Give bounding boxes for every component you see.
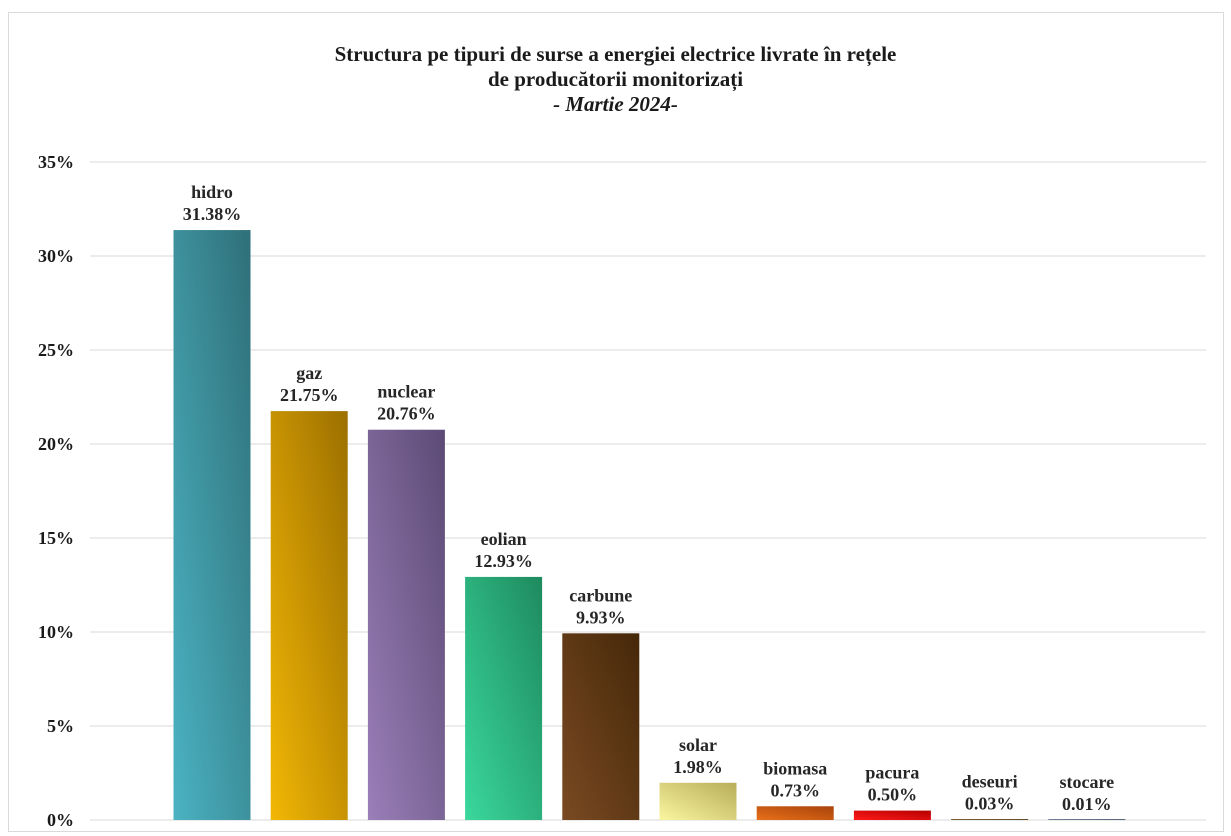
y-tick-label: 5% — [47, 716, 74, 736]
category-label-biomasa: biomasa — [763, 758, 827, 778]
y-tick-label: 0% — [47, 810, 74, 830]
value-label-hidro: 31.38% — [183, 204, 242, 224]
value-label-eolian: 12.93% — [474, 551, 533, 571]
category-label-carbune: carbune — [569, 585, 632, 605]
bar-carbune — [562, 633, 640, 820]
chart-title-line-2: de producătorii monitorizați — [487, 67, 744, 91]
bar-stocare — [1048, 819, 1126, 820]
chart-title: Structura pe tipuri de surse a energiei … — [0, 42, 1231, 117]
bar-pacura — [853, 810, 931, 820]
bar-biomasa — [756, 806, 834, 820]
bar-eolian — [465, 576, 543, 820]
y-axis: 0% 5% 10% 15% 20% 25% 30% 35% — [38, 152, 74, 830]
bar-gaz — [270, 411, 348, 820]
category-label-deseuri: deseuri — [962, 771, 1018, 791]
value-label-solar: 1.98% — [673, 757, 723, 777]
value-label-stocare: 0.01% — [1062, 794, 1112, 814]
value-label-gaz: 21.75% — [280, 385, 339, 405]
value-label-pacura: 0.50% — [868, 785, 918, 805]
bars — [173, 230, 1126, 820]
y-tick-label: 30% — [38, 246, 74, 266]
category-label-pacura: pacura — [865, 763, 919, 783]
value-label-biomasa: 0.73% — [770, 780, 820, 800]
category-label-solar: solar — [679, 735, 717, 755]
bar-nuclear — [367, 429, 445, 820]
chart-title-line-3: - Martie 2024- — [553, 92, 678, 116]
category-label-eolian: eolian — [481, 529, 527, 549]
bar-hidro — [173, 230, 251, 820]
bar-solar — [659, 782, 737, 820]
bar-deseuri — [951, 819, 1029, 820]
category-label-hidro: hidro — [191, 182, 233, 202]
value-label-nuclear: 20.76% — [377, 404, 436, 424]
category-label-stocare: stocare — [1059, 772, 1114, 792]
category-label-gaz: gaz — [296, 363, 322, 383]
y-tick-label: 15% — [38, 528, 74, 548]
y-tick-label: 35% — [38, 152, 74, 172]
value-label-deseuri: 0.03% — [965, 793, 1015, 813]
y-tick-label: 25% — [38, 340, 74, 360]
chart-title-line-1: Structura pe tipuri de surse a energiei … — [334, 42, 897, 66]
gridlines — [90, 161, 1206, 821]
value-label-carbune: 9.93% — [576, 607, 626, 627]
category-label-nuclear: nuclear — [377, 382, 435, 402]
y-tick-label: 20% — [38, 434, 74, 454]
y-tick-label: 10% — [38, 622, 74, 642]
